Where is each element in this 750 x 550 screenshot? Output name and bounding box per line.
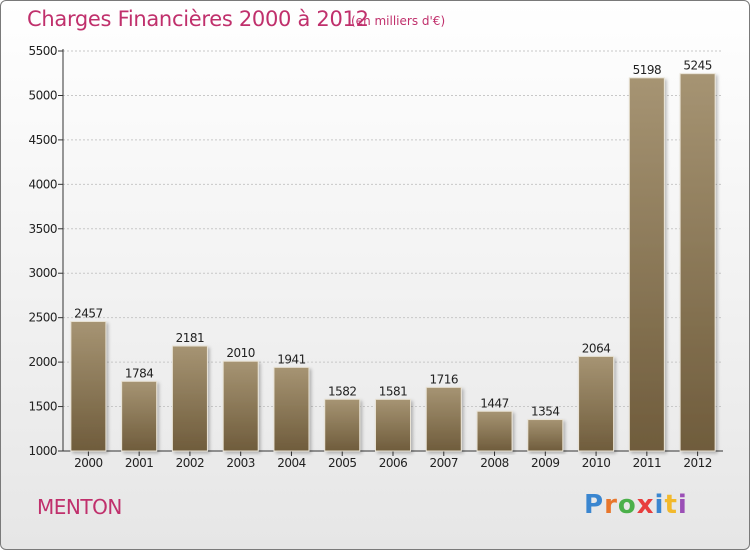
y-tick-label: 3000	[28, 266, 57, 280]
data-label: 1716	[429, 372, 458, 386]
bar-2004	[273, 366, 310, 452]
x-tick-label: 2008	[480, 456, 509, 470]
bar-2001	[121, 380, 158, 452]
data-label: 1941	[277, 352, 306, 366]
x-tick-label: 2011	[633, 456, 662, 470]
data-label: 1582	[328, 384, 357, 398]
x-tick-label: 2007	[429, 456, 458, 470]
data-label: 1354	[531, 405, 560, 419]
x-tick-label: 2006	[379, 456, 408, 470]
x-tick-label: 2005	[328, 456, 357, 470]
x-tick-label: 2002	[176, 456, 205, 470]
x-tick-label: 2000	[74, 456, 103, 470]
y-tick-label: 5500	[28, 44, 57, 58]
data-label: 2457	[74, 306, 103, 320]
data-label: 5198	[633, 63, 662, 77]
y-tick-label: 2500	[28, 311, 57, 325]
chart-subtitle: (en milliers d'€)	[351, 14, 446, 28]
y-tick-label: 4000	[28, 177, 57, 191]
bar-2010	[578, 355, 615, 452]
y-tick-label: 3500	[28, 222, 57, 236]
bar-2005	[324, 398, 361, 452]
y-tick-label: 1000	[28, 444, 57, 458]
x-tick-label: 2012	[683, 456, 712, 470]
y-tick-label: 2000	[28, 355, 57, 369]
bar-2012	[679, 73, 716, 452]
bar-2003	[222, 360, 259, 452]
x-tick-label: 2003	[226, 456, 255, 470]
x-tick-label: 2004	[277, 456, 306, 470]
y-tick-label: 4500	[28, 133, 57, 147]
x-tick-label: 2009	[531, 456, 560, 470]
bar-2002	[171, 345, 208, 452]
data-label: 2064	[582, 341, 611, 355]
bar-2011	[628, 77, 665, 452]
y-tick-label: 5000	[28, 88, 57, 102]
bar-2006	[375, 398, 411, 452]
x-tick-label: 2001	[125, 456, 154, 470]
y-tick-label: 1500	[28, 400, 57, 414]
proxiti-logo: Proxiti	[584, 490, 688, 520]
x-tick-label: 2010	[582, 456, 611, 470]
city-name: MENTON	[37, 495, 122, 519]
bar-2008	[476, 410, 513, 452]
data-label: 2010	[226, 346, 255, 360]
data-label: 1447	[480, 396, 509, 410]
bar-2000	[70, 320, 107, 452]
chart-title: Charges Financières 2000 à 2012	[27, 7, 369, 31]
data-label: 1784	[125, 366, 154, 380]
bar-2009	[527, 419, 564, 452]
data-label: 2181	[176, 331, 205, 345]
data-label: 5245	[683, 59, 712, 73]
data-label: 1581	[379, 384, 408, 398]
bar-2007	[425, 386, 462, 452]
